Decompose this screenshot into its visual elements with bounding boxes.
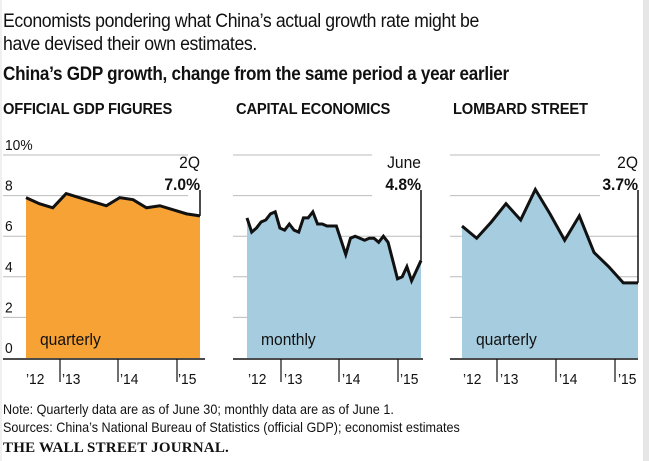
end-period-label: June xyxy=(387,153,421,172)
end-period-label: 2Q xyxy=(617,153,638,172)
area-fill xyxy=(462,189,638,358)
frequency-label: monthly xyxy=(261,330,317,349)
frequency-label: quarterly xyxy=(476,330,538,349)
panel-title-lombard-street: LOMBARD STREET xyxy=(453,101,588,118)
publisher-logo: THE WALL STREET JOURNAL. xyxy=(3,440,229,456)
y-tick-label: 4 xyxy=(5,259,13,276)
intro-text: Economists pondering what China’s actual… xyxy=(3,10,479,56)
x-tick-label: ’15 xyxy=(178,372,196,389)
area-fill xyxy=(26,193,200,358)
x-tick-label: ’14 xyxy=(559,372,577,389)
y-tick-label: 8 xyxy=(5,178,13,195)
x-tick-label: ’12 xyxy=(26,372,44,389)
x-tick-label: ’14 xyxy=(120,372,138,389)
x-tick-label: ’12 xyxy=(463,372,481,389)
chart-panel-0 xyxy=(3,154,205,382)
panel-title-official: OFFICIAL GDP FIGURES xyxy=(3,101,173,118)
chart-title: China’s GDP growth, change from the same… xyxy=(3,64,509,85)
x-tick-label: ’13 xyxy=(62,372,80,389)
sources-note: Sources: China’s National Bureau of Stat… xyxy=(3,419,460,435)
chart-panel-1 xyxy=(233,154,423,382)
end-value-label: 4.8% xyxy=(385,175,421,194)
footnote: Note: Quarterly data are as of June 30; … xyxy=(3,401,394,417)
x-tick-label: ’15 xyxy=(618,372,636,389)
y-tick-label: 10% xyxy=(5,138,33,155)
end-value-label: 3.7% xyxy=(602,175,638,194)
y-tick-label: 0 xyxy=(5,341,13,358)
y-tick-label: 6 xyxy=(5,219,13,236)
series-line xyxy=(461,186,638,285)
x-tick-label: ’12 xyxy=(248,372,266,389)
scrollbar-track[interactable] xyxy=(643,0,649,461)
frequency-label: quarterly xyxy=(40,330,102,349)
y-tick-label: 2 xyxy=(5,300,13,317)
left-border xyxy=(0,0,2,461)
x-tick-label: ’13 xyxy=(500,372,518,389)
panel-title-capital-economics: CAPITAL ECONOMICS xyxy=(236,101,391,118)
series-line xyxy=(25,191,201,218)
x-tick-label: ’13 xyxy=(284,372,302,389)
series-line xyxy=(245,208,423,285)
end-value-label: 7.0% xyxy=(164,175,200,194)
intro-line-1: Economists pondering what China’s actual… xyxy=(3,11,479,32)
x-tick-label: ’15 xyxy=(400,372,418,389)
end-period-label: 2Q xyxy=(179,153,200,172)
area-fill xyxy=(247,211,421,358)
intro-line-2: have devised their own estimates. xyxy=(3,34,257,55)
chart-panel-2 xyxy=(450,154,639,382)
x-tick-label: ’14 xyxy=(342,372,360,389)
